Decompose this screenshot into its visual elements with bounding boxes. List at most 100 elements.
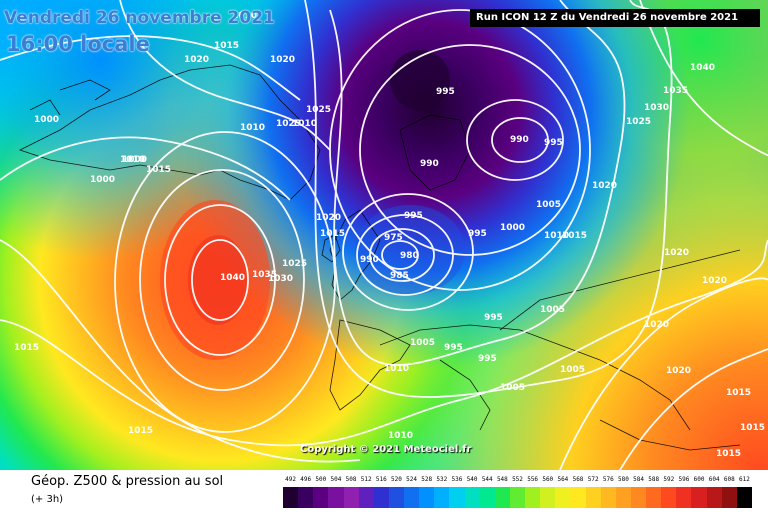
legend-label: 520 (391, 476, 402, 483)
forecast-offset: (+ 3h) (31, 494, 64, 505)
legend-swatch (328, 487, 344, 508)
color-legend: 492 496 500 504 508 512 516 520 524 528 532 536 540 5… (283, 476, 752, 508)
legend-label: 612 (739, 476, 750, 483)
legend-label: 504 (330, 476, 342, 483)
legend-swatch (479, 487, 495, 508)
legend-label: 556 (527, 476, 539, 483)
legend-label: 608 (723, 476, 735, 483)
legend-swatch (540, 487, 556, 508)
pressure-label: 1000 (500, 223, 525, 233)
legend-swatch (449, 487, 465, 508)
legend-swatch (404, 487, 420, 508)
pressure-label: 1035 (252, 270, 277, 280)
legend-label: 528 (421, 476, 433, 483)
legend-swatches (283, 487, 752, 508)
legend-label: 568 (572, 476, 584, 483)
legend-labels: 492 496 500 504 508 512 516 520 524 528 532 536 540 5… (283, 476, 752, 488)
pressure-label: 995 (468, 229, 487, 239)
legend-swatch (736, 487, 752, 508)
legend-swatch (509, 487, 525, 508)
pressure-label: 1020 (184, 55, 209, 65)
pressure-label: 1000 (90, 175, 115, 185)
pressure-label: 995 (544, 138, 563, 148)
legend-label: 544 (481, 476, 493, 483)
legend-swatch (615, 487, 631, 508)
pressure-label: 1015 (562, 231, 587, 241)
pressure-label: 1040 (220, 273, 245, 283)
pressure-label: 990 (420, 159, 439, 169)
pressure-label: 1020 (664, 248, 689, 258)
pressure-label: 1005 (500, 383, 525, 393)
pressure-label: 1020 (316, 213, 341, 223)
legend-swatch (706, 487, 722, 508)
pressure-label: 1010 (240, 123, 265, 133)
pressure-label: 1010 (120, 155, 145, 165)
pressure-label: 1005 (536, 200, 561, 210)
forecast-date: Vendredi 26 novembre 2021 (4, 8, 275, 28)
legend-swatch (283, 487, 299, 508)
pressure-label: 1020 (270, 55, 295, 65)
pressure-label: 1015 (726, 388, 751, 398)
legend-label: 584 (633, 476, 644, 483)
legend-label: 564 (557, 476, 569, 483)
legend-label: 588 (648, 476, 660, 483)
legend-swatch (373, 487, 389, 508)
legend-swatch (555, 487, 571, 508)
pressure-label: 1010 (388, 431, 413, 441)
legend-swatch (721, 487, 737, 508)
pressure-label: 1030 (268, 274, 293, 284)
legend-swatch (570, 487, 586, 508)
legend-label: 572 (587, 476, 599, 483)
legend-label: 548 (496, 476, 508, 483)
pressure-label: 975 (384, 233, 403, 243)
legend-label: 536 (451, 476, 463, 483)
pressure-label: 1005 (560, 365, 585, 375)
legend-swatch (600, 487, 616, 508)
pressure-label: 1015 (128, 426, 153, 436)
pressure-label: 1000 (122, 155, 147, 165)
legend-label: 496 (300, 476, 312, 483)
pressure-label: 995 (436, 87, 455, 97)
pressure-label: 1025 (276, 119, 301, 129)
pressure-label: 1025 (626, 117, 651, 127)
legend-swatch (630, 487, 646, 508)
legend-swatch (419, 487, 435, 508)
legend-swatch (388, 487, 404, 508)
legend-swatch (691, 487, 707, 508)
legend-swatch (525, 487, 541, 508)
pressure-label: 1020 (702, 276, 727, 286)
pressure-label: 1040 (690, 63, 715, 73)
legend-swatch (464, 487, 480, 508)
pressure-label: 1010 (384, 364, 409, 374)
pressure-label: 980 (400, 251, 419, 261)
pressure-label: 1020 (644, 320, 669, 330)
pressure-label: 1015 (146, 165, 171, 175)
legend-swatch (358, 487, 374, 508)
pressure-label: 1010 (544, 231, 569, 241)
legend-swatch (494, 487, 510, 508)
pressure-label: 1035 (663, 86, 688, 96)
legend-swatch (585, 487, 601, 508)
legend-label: 596 (678, 476, 690, 483)
legend-label: 492 (285, 476, 296, 483)
legend-label: 592 (663, 476, 675, 483)
legend-label: 512 (360, 476, 372, 483)
model-run-banner: Run ICON 12 Z du Vendredi 26 novembre 20… (470, 9, 760, 27)
legend-swatch (661, 487, 677, 508)
pressure-label: 1010 (292, 119, 317, 129)
pressure-label: 1005 (540, 305, 565, 315)
legend-label: 532 (436, 476, 448, 483)
pressure-label: 1020 (666, 366, 691, 376)
chart-title: Géop. Z500 & pression au sol (31, 474, 224, 489)
pressure-label: 1015 (214, 41, 239, 51)
pressure-label: 1015 (320, 229, 345, 239)
pressure-label: 1000 (34, 115, 59, 125)
pressure-label: 995 (404, 211, 423, 221)
legend-swatch (313, 487, 329, 508)
pressure-label: 1015 (740, 423, 765, 433)
legend-swatch (676, 487, 692, 508)
legend-label: 516 (375, 476, 387, 483)
isobars (0, 0, 768, 470)
copyright-notice: Copyright © 2021 Meteociel.fr (300, 444, 472, 455)
pressure-label: 1025 (306, 105, 331, 115)
